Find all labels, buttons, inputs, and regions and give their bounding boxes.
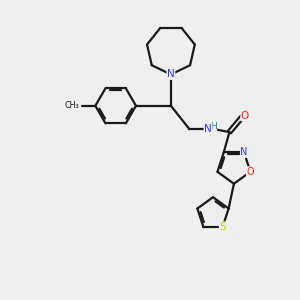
Text: O: O bbox=[241, 111, 249, 121]
Text: S: S bbox=[219, 222, 226, 232]
Text: H: H bbox=[210, 122, 217, 131]
Text: N: N bbox=[167, 70, 175, 80]
Text: N: N bbox=[240, 147, 248, 158]
Text: N: N bbox=[204, 124, 212, 134]
Text: CH₃: CH₃ bbox=[64, 101, 79, 110]
Text: O: O bbox=[247, 167, 254, 177]
